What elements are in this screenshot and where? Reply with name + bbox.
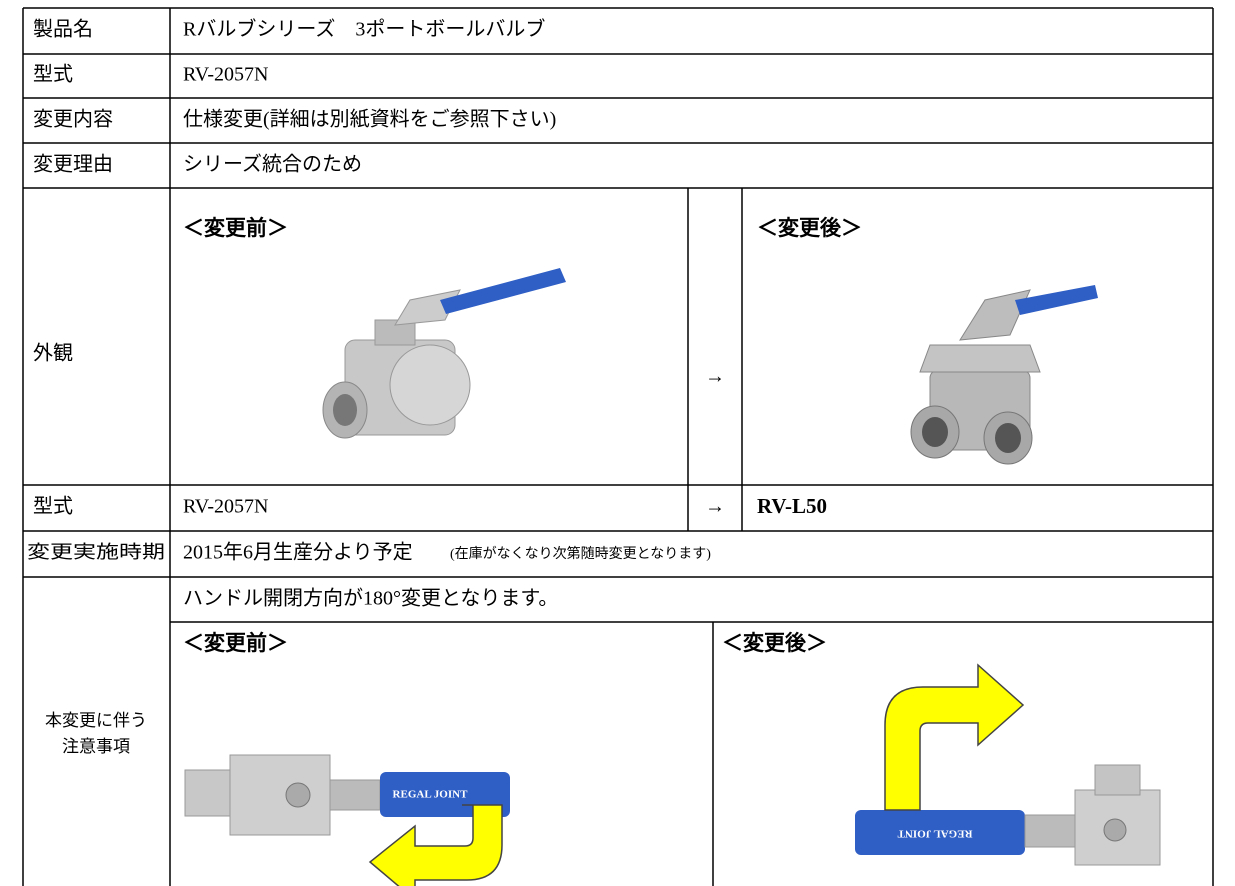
valve-image-before bbox=[322, 268, 566, 439]
arrow: → bbox=[705, 366, 725, 388]
row-value: RV-2057N bbox=[183, 64, 268, 86]
row-label: 本変更に伴う bbox=[45, 711, 147, 730]
row-label: 型式 bbox=[33, 495, 73, 518]
row-value: シリーズ統合のため bbox=[183, 153, 362, 176]
arrow: → bbox=[705, 496, 725, 518]
after-heading: ＜変更後＞ bbox=[757, 216, 862, 240]
table-borders bbox=[22, 7, 1214, 886]
row-label: 外観 bbox=[33, 342, 73, 365]
row-value: Rバルブシリーズ 3ポートボールバルブ bbox=[183, 17, 545, 41]
row-label: 変更内容 bbox=[33, 108, 113, 131]
after-heading: ＜変更後＞ bbox=[722, 631, 827, 655]
row-label: 変更実施時期 bbox=[27, 542, 165, 562]
model-before: RV-2057N bbox=[183, 496, 268, 518]
caution-text: ハンドル開閉方向が180°変更となります。 bbox=[183, 587, 558, 610]
handle-image-after: REGAL JOINT bbox=[855, 663, 1161, 866]
valve-image-after bbox=[910, 285, 1098, 465]
row-label: 変更理由 bbox=[33, 153, 113, 176]
row-value: 仕様変更(詳細は別紙資料をご参照下さい) bbox=[183, 108, 556, 131]
handle-text: REGAL JOINT bbox=[393, 789, 469, 801]
row-label: 型式 bbox=[33, 63, 73, 86]
before-heading: ＜変更前＞ bbox=[183, 631, 288, 655]
row-note: (在庫がなくなり次第随時変更となります) bbox=[450, 545, 711, 562]
row-value: 2015年6月生産分より予定 bbox=[183, 541, 413, 564]
handle-text: REGAL JOINT bbox=[897, 827, 973, 839]
before-heading: ＜変更前＞ bbox=[183, 216, 288, 240]
row-label: 注意事項 bbox=[62, 737, 130, 756]
row-label: 製品名 bbox=[33, 18, 93, 41]
model-after: RV-L50 bbox=[757, 494, 827, 518]
handle-image-before: REGAL JOINT bbox=[184, 754, 510, 886]
